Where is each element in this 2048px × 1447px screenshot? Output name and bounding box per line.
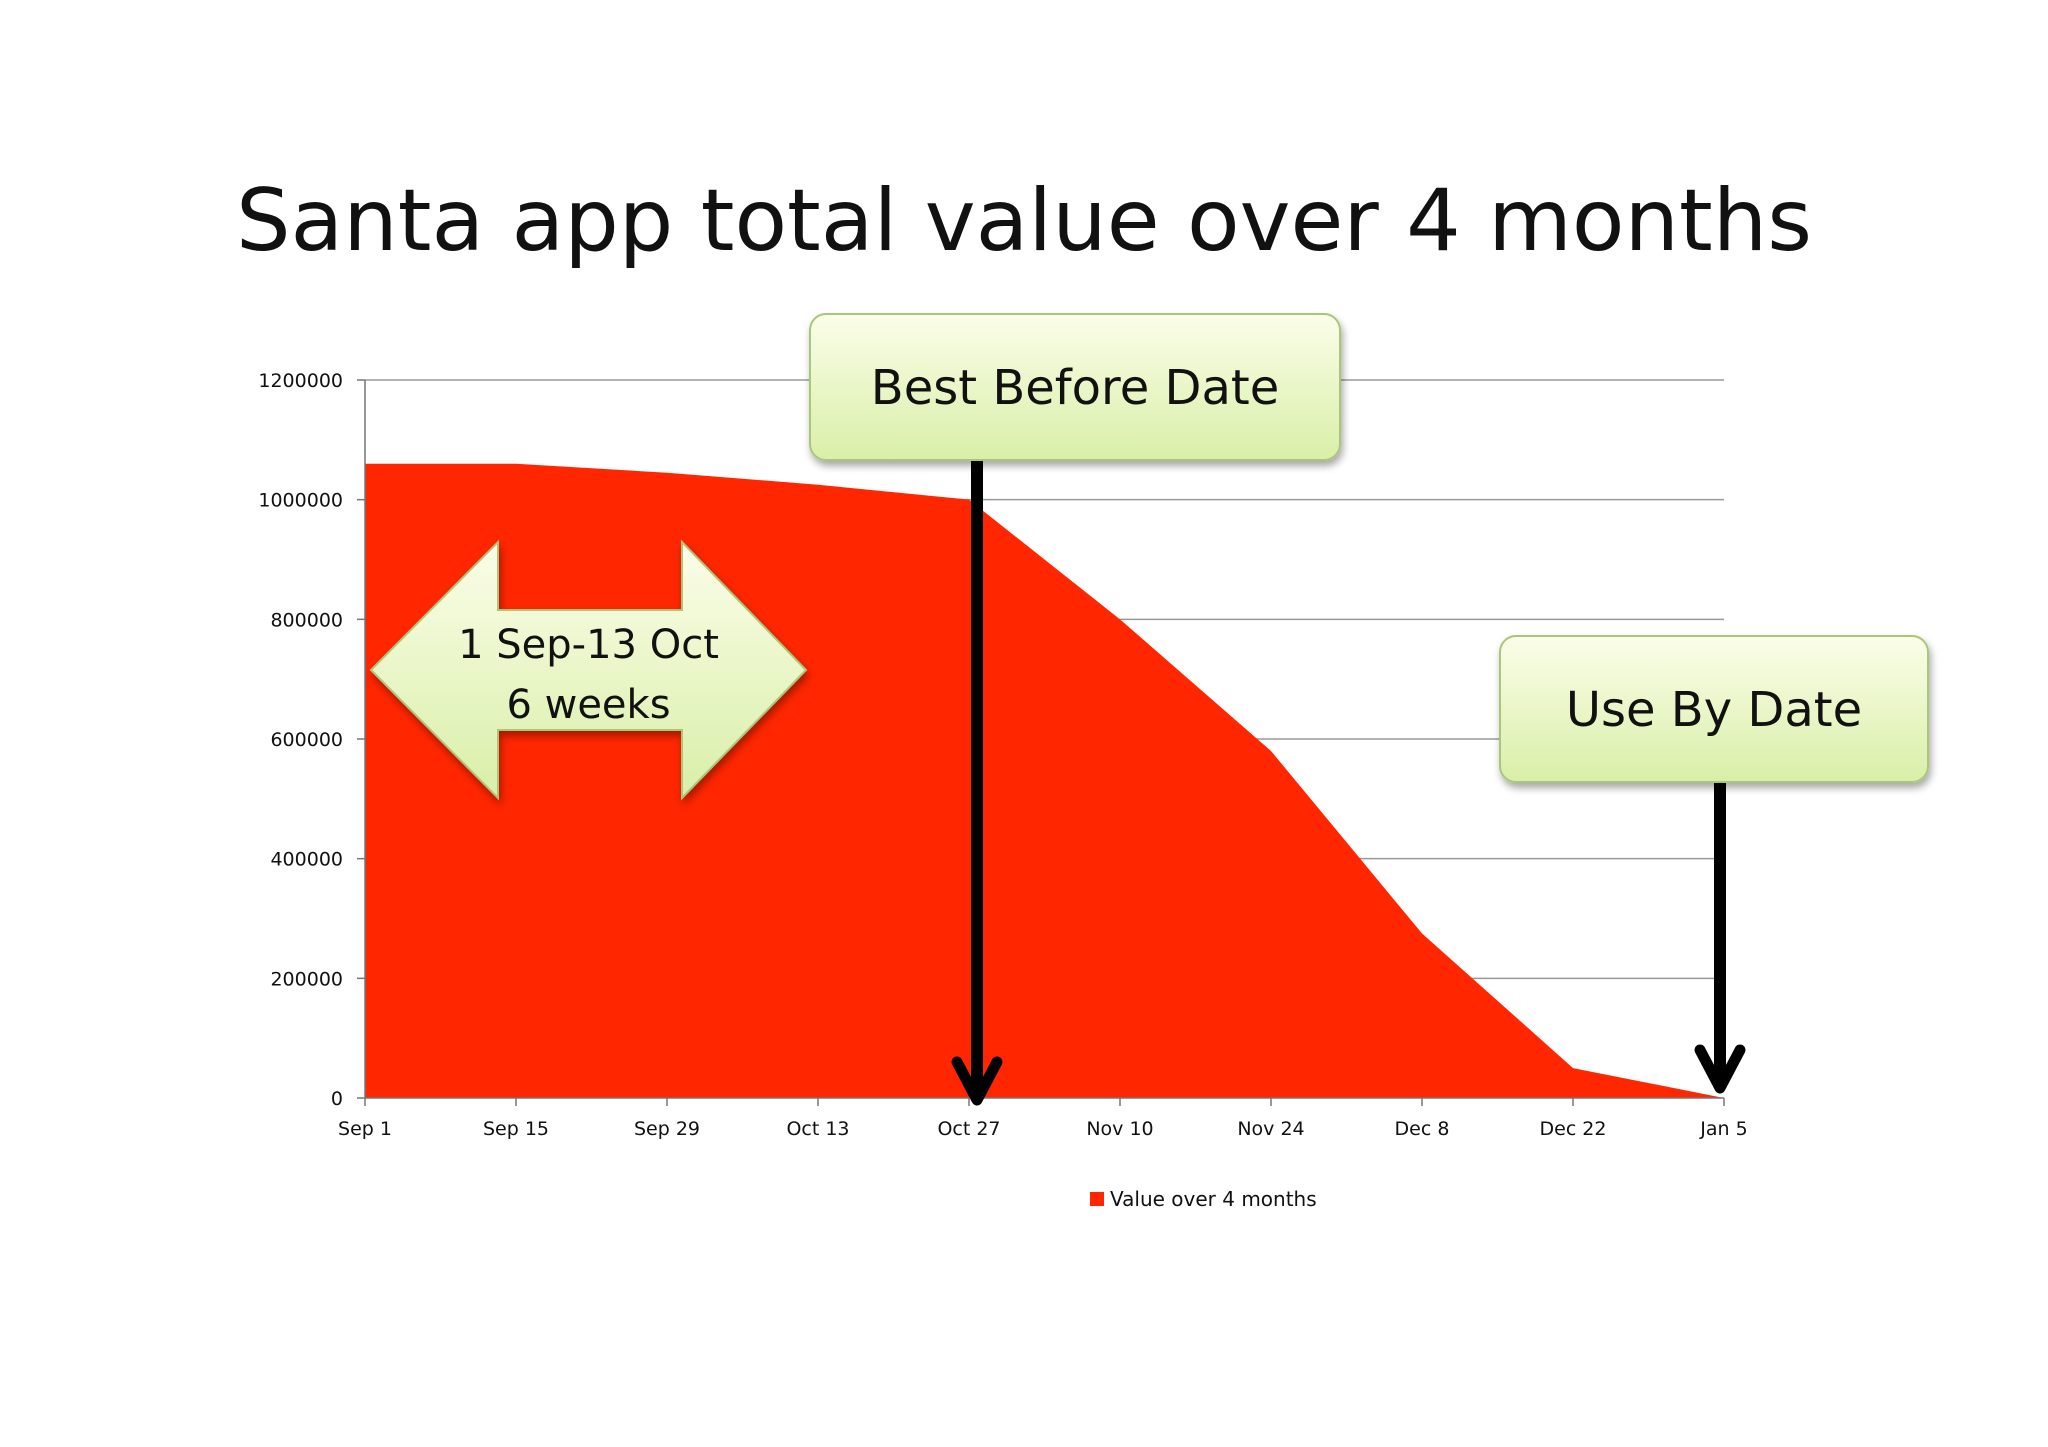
double-arrow-shape	[369, 539, 808, 801]
y-tick-label: 0	[331, 1088, 343, 1110]
period-label-line1: 1 Sep-13 Oct	[458, 622, 719, 668]
period-arrow: 1 Sep-13 Oct 6 weeks	[369, 539, 808, 801]
callout-box	[1499, 635, 1929, 783]
x-tick-label: Oct 27	[937, 1118, 1000, 1140]
y-tick-label: 200000	[270, 968, 343, 990]
y-tick-label: 1200000	[258, 370, 343, 392]
use-by-callout: Use By Date	[1499, 635, 1929, 783]
y-tick-label: 400000	[270, 849, 343, 871]
x-tick-label: Sep 15	[483, 1118, 549, 1140]
arrow-head	[1694, 1044, 1746, 1094]
chart-title: Santa app total value over 4 months	[235, 171, 1813, 271]
x-tick-label: Sep 1	[338, 1118, 392, 1140]
best-before-callout: Best Before Date	[809, 313, 1341, 461]
legend-label: Value over 4 months	[1110, 1187, 1317, 1211]
callout-label: Best Before Date	[871, 360, 1279, 416]
x-tick-label: Oct 13	[786, 1118, 849, 1140]
period-label-line2: 6 weeks	[506, 682, 670, 728]
callout-box	[809, 313, 1341, 461]
legend-swatch	[1090, 1192, 1104, 1206]
x-tick-label: Sep 29	[634, 1118, 700, 1140]
x-tick-label: Nov 10	[1086, 1118, 1153, 1140]
x-tick-label: Dec 8	[1395, 1118, 1450, 1140]
use-by-arrow	[1694, 778, 1746, 1094]
x-tick-label: Jan 5	[1699, 1118, 1747, 1140]
y-tick-label: 1000000	[258, 490, 343, 512]
x-tick-label: Nov 24	[1237, 1118, 1304, 1140]
best-before-arrow	[951, 455, 1003, 1106]
x-tick-label: Dec 22	[1540, 1118, 1607, 1140]
y-tick-label: 800000	[270, 609, 343, 631]
arrow-head	[951, 1056, 1003, 1106]
y-tick-label: 600000	[270, 729, 343, 751]
callout-label: Use By Date	[1566, 682, 1862, 738]
